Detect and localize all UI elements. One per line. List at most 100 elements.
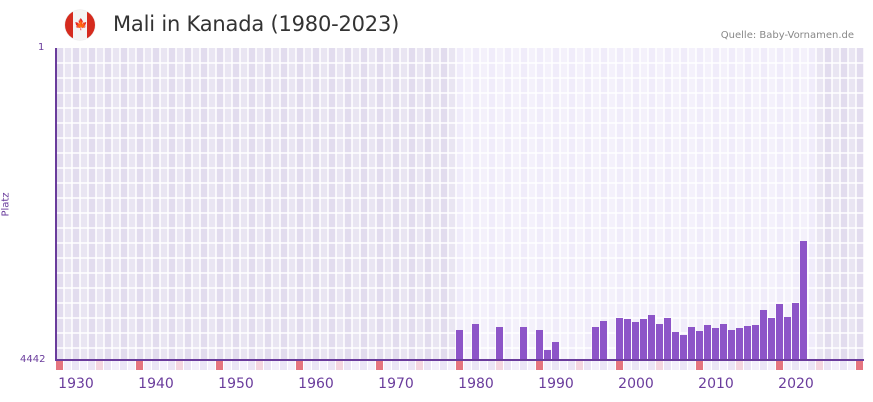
bar-1998[interactable]	[616, 318, 623, 360]
bar-1999[interactable]	[624, 319, 631, 360]
year-marker	[328, 361, 335, 370]
bar-1980[interactable]	[472, 324, 479, 360]
year-marker	[64, 361, 71, 370]
half-decade-marker	[256, 361, 263, 370]
bar-1978[interactable]	[456, 330, 463, 360]
y-tick-top: 1	[38, 42, 45, 53]
year-marker	[600, 361, 607, 370]
x-tick-1950: 1950	[218, 376, 254, 392]
bar-1990[interactable]	[552, 342, 559, 360]
x-tick-1930: 1930	[58, 376, 94, 392]
year-marker	[784, 361, 791, 370]
year-marker	[560, 361, 567, 370]
year-marker	[88, 361, 95, 370]
year-marker	[480, 361, 487, 370]
decade-marker	[776, 361, 783, 370]
bar-2018[interactable]	[776, 304, 783, 360]
decade-marker	[696, 361, 703, 370]
bar-1995[interactable]	[592, 327, 599, 360]
year-marker	[488, 361, 495, 370]
x-tick-1960: 1960	[298, 376, 334, 392]
x-tick-1980: 1980	[458, 376, 494, 392]
year-marker	[168, 361, 175, 370]
year-marker	[408, 361, 415, 370]
year-marker	[792, 361, 799, 370]
decade-marker	[856, 361, 863, 370]
bar-2016[interactable]	[760, 310, 767, 360]
bar-1983[interactable]	[496, 327, 503, 360]
bar-2015[interactable]	[752, 325, 759, 360]
half-decade-marker	[736, 361, 743, 370]
year-marker	[680, 361, 687, 370]
year-marker	[144, 361, 151, 370]
year-marker	[840, 361, 847, 370]
year-marker	[400, 361, 407, 370]
bar-2002[interactable]	[648, 315, 655, 360]
bar-2010[interactable]	[712, 328, 719, 360]
bar-2017[interactable]	[768, 318, 775, 360]
year-marker	[552, 361, 559, 370]
bar-2001[interactable]	[640, 319, 647, 360]
y-tick-bottom: 4442	[20, 354, 46, 365]
year-marker	[440, 361, 447, 370]
bar-2005[interactable]	[672, 332, 679, 360]
bar-2009[interactable]	[704, 325, 711, 360]
bar-2019[interactable]	[784, 317, 791, 360]
x-tick-2010: 2010	[698, 376, 734, 392]
year-marker	[520, 361, 527, 370]
half-decade-marker	[96, 361, 103, 370]
year-marker	[368, 361, 375, 370]
bar-2000[interactable]	[632, 322, 639, 360]
year-marker	[648, 361, 655, 370]
half-decade-marker	[656, 361, 663, 370]
plot-area	[56, 48, 865, 360]
bar-2020[interactable]	[792, 303, 799, 360]
year-marker	[592, 361, 599, 370]
year-marker	[704, 361, 711, 370]
bar-2014[interactable]	[744, 326, 751, 360]
bar-1996[interactable]	[600, 321, 607, 360]
bar-1989[interactable]	[544, 350, 551, 360]
bar-1988[interactable]	[536, 330, 543, 360]
bar-2011[interactable]	[720, 324, 727, 360]
decade-marker	[296, 361, 303, 370]
bar-2008[interactable]	[696, 331, 703, 360]
decade-marker	[456, 361, 463, 370]
half-decade-marker	[176, 361, 183, 370]
bar-2007[interactable]	[688, 327, 695, 360]
year-marker	[240, 361, 247, 370]
year-marker	[608, 361, 615, 370]
year-marker	[744, 361, 751, 370]
year-marker	[760, 361, 767, 370]
year-marker	[672, 361, 679, 370]
half-decade-marker	[496, 361, 503, 370]
year-marker	[752, 361, 759, 370]
half-decade-marker	[336, 361, 343, 370]
year-marker	[352, 361, 359, 370]
year-marker	[448, 361, 455, 370]
decade-marker	[216, 361, 223, 370]
chart-title: Mali in Kanada (1980-2023)	[113, 12, 400, 36]
bar-2013[interactable]	[736, 328, 743, 360]
bar-2004[interactable]	[664, 318, 671, 360]
bar-2006[interactable]	[680, 335, 687, 360]
year-marker	[280, 361, 287, 370]
year-marker	[808, 361, 815, 370]
bar-2021[interactable]	[800, 241, 807, 360]
year-marker	[192, 361, 199, 370]
decade-marker	[536, 361, 543, 370]
year-marker	[128, 361, 135, 370]
year-marker	[224, 361, 231, 370]
bar-2003[interactable]	[656, 324, 663, 360]
year-marker	[472, 361, 479, 370]
year-marker	[160, 361, 167, 370]
bar-1986[interactable]	[520, 327, 527, 360]
year-marker	[728, 361, 735, 370]
year-marker	[584, 361, 591, 370]
bar-2012[interactable]	[728, 330, 735, 360]
year-marker	[528, 361, 535, 370]
half-decade-marker	[816, 361, 823, 370]
year-marker	[712, 361, 719, 370]
source-label: Quelle: Baby-Vornamen.de	[720, 30, 854, 41]
year-marker	[432, 361, 439, 370]
